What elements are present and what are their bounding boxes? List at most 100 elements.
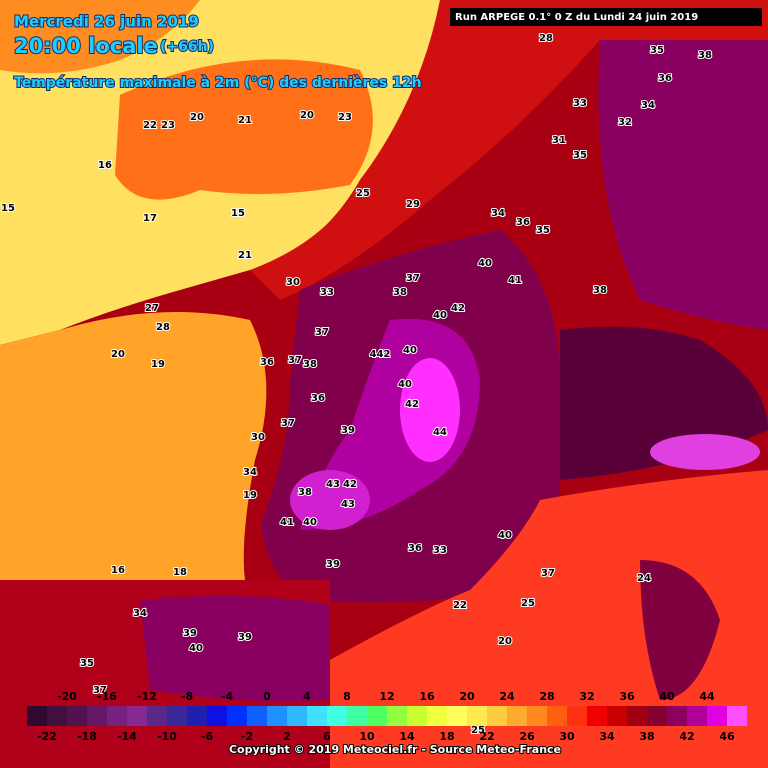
temp-label: 22 — [143, 120, 157, 131]
channel-warm — [250, 0, 768, 300]
temp-label: 40 — [433, 310, 447, 321]
legend-label-top: 4 — [303, 690, 311, 703]
temp-label: 40 — [189, 643, 203, 654]
temp-label: 42 — [405, 399, 419, 410]
legend-label-top: 24 — [499, 690, 515, 703]
legend-swatch — [687, 706, 707, 726]
temp-label: 34 — [243, 467, 257, 478]
temp-label: 36 — [408, 543, 422, 554]
temp-label: 17 — [143, 213, 157, 224]
temp-label: 27 — [145, 303, 159, 314]
legend-swatch — [547, 706, 567, 726]
legend-swatch — [267, 706, 287, 726]
legend-label-bottom: 2 — [283, 730, 291, 743]
temp-label: 36 — [516, 217, 530, 228]
temp-label: 30 — [251, 432, 265, 443]
temp-label: 18 — [173, 567, 187, 578]
run-info: Run ARPEGE 0.1° 0 Z du Lundi 24 juin 201… — [455, 12, 698, 23]
legend-label-top: 28 — [539, 690, 554, 703]
temp-label: 25 — [356, 188, 370, 199]
temp-label: 38 — [698, 50, 712, 61]
legend-swatch — [167, 706, 187, 726]
legend-swatch — [567, 706, 587, 726]
legend-label-top: 32 — [579, 690, 594, 703]
temp-label: 23 — [338, 112, 352, 123]
legend-label-top: -12 — [137, 690, 157, 703]
britain — [115, 59, 373, 200]
temp-label: 19 — [243, 490, 257, 501]
temp-label: 38 — [393, 287, 407, 298]
hot-spot-south — [290, 470, 370, 530]
temp-label: 20 — [498, 636, 512, 647]
lead-time: (+66h) — [160, 39, 214, 55]
temp-label: 37 — [541, 568, 555, 579]
temp-label: 40 — [303, 517, 317, 528]
temp-label: 37 — [406, 273, 420, 284]
ireland — [0, 0, 200, 74]
temp-label: 36 — [658, 73, 672, 84]
temp-label: 33 — [320, 287, 334, 298]
legend-label-bottom: 46 — [719, 730, 735, 743]
legend-label-bottom: -14 — [117, 730, 137, 743]
temp-label: 35 — [536, 225, 550, 236]
legend-label-top: 12 — [379, 690, 394, 703]
legend-swatch — [447, 706, 467, 726]
temp-label: 33 — [433, 545, 447, 556]
legend-swatch — [427, 706, 447, 726]
temp-label: 40 — [478, 258, 492, 269]
temp-label: 40 — [403, 345, 417, 356]
legend-label-bottom: 38 — [639, 730, 654, 743]
temp-label: 34 — [491, 208, 505, 219]
legend-label-bottom: -18 — [77, 730, 97, 743]
germany-hot — [598, 40, 768, 330]
legend-label-bottom: 30 — [559, 730, 575, 743]
temp-label: 23 — [161, 120, 175, 131]
temp-label: 42 — [343, 479, 357, 490]
temp-label: 15 — [231, 208, 245, 219]
legend-swatch — [387, 706, 407, 726]
legend-label-top: 0 — [263, 690, 271, 703]
legend-swatch — [127, 706, 147, 726]
temp-label: 43 — [341, 499, 355, 510]
legend-swatch — [607, 706, 627, 726]
legend-swatch — [307, 706, 327, 726]
field-title: Température maximale à 2m (°C) des derni… — [14, 75, 422, 91]
legend-swatch — [107, 706, 127, 726]
legend-swatch — [87, 706, 107, 726]
legend-swatch — [187, 706, 207, 726]
temp-label: 39 — [183, 628, 197, 639]
legend-swatch — [367, 706, 387, 726]
time: 20:00 locale — [14, 34, 158, 58]
legend-label-top: 8 — [343, 690, 351, 703]
legend-label-bottom: 18 — [439, 730, 454, 743]
temp-label: 28 — [156, 322, 170, 333]
temp-label: 34 — [641, 100, 655, 111]
legend-swatch — [47, 706, 67, 726]
legend-label-bottom: -22 — [37, 730, 57, 743]
corsica-sardinia — [640, 560, 720, 700]
temp-label: 33 — [573, 98, 587, 109]
temp-label: 38 — [303, 359, 317, 370]
color-legend: -20 -16 -12 -8 -4 0 4 8 12 16 20 24 28 32 36 40 44-22 -18… — [27, 690, 747, 743]
legend-label-top: 20 — [459, 690, 475, 703]
legend-swatch — [667, 706, 687, 726]
temp-label: 41 — [280, 517, 294, 528]
temp-label: 36 — [311, 393, 325, 404]
legend-label-bottom: 6 — [323, 730, 331, 743]
temp-label: 22 — [453, 600, 467, 611]
run-box — [450, 8, 762, 26]
legend-label-top: -8 — [181, 690, 193, 703]
legend-swatch — [587, 706, 607, 726]
temp-label: 31 — [552, 135, 566, 146]
temp-label: 40 — [498, 530, 512, 541]
temp-label: 35 — [80, 658, 94, 669]
temp-label: 19 — [151, 359, 165, 370]
legend-swatch — [707, 706, 727, 726]
temp-label: 16 — [111, 565, 125, 576]
temp-label: 32 — [618, 117, 632, 128]
legend-swatch — [487, 706, 507, 726]
legend-label-top: 40 — [659, 690, 675, 703]
temp-label: 28 — [539, 33, 553, 44]
legend-swatch — [147, 706, 167, 726]
